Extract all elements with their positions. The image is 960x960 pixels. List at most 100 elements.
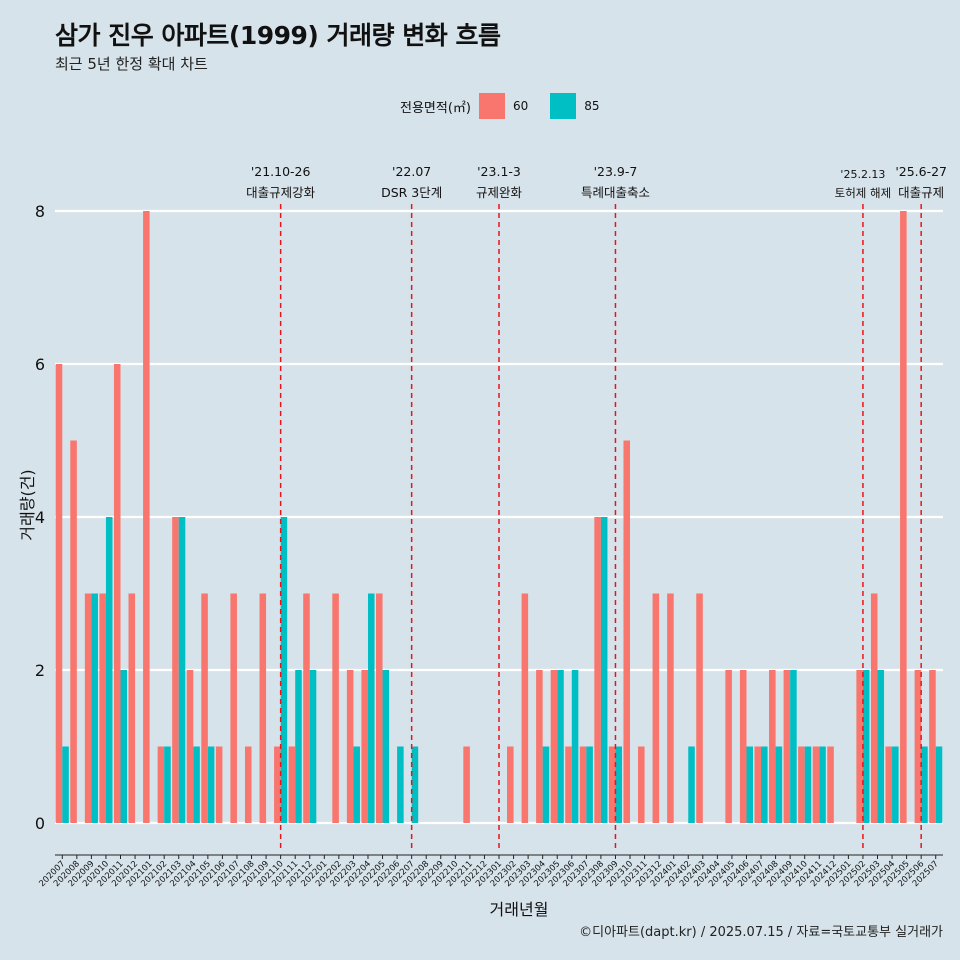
bar-85-202406 (746, 746, 754, 823)
bar-85-202304 (542, 746, 550, 823)
bar-85-202112 (309, 670, 317, 823)
bar-60-202412 (827, 746, 834, 823)
bar-60-202104 (186, 670, 194, 823)
bar-85-202205 (382, 670, 390, 823)
bar-85-202207 (411, 746, 419, 823)
y-tick-label: 0 (35, 814, 45, 833)
annotation-text: DSR 3단계 (381, 185, 442, 200)
bar-85-202103 (178, 517, 186, 823)
y-axis-title: 거래량(건) (18, 469, 37, 540)
bar-85-202105 (207, 746, 215, 823)
bar-60-202411 (812, 746, 820, 823)
bar-60-202504 (885, 746, 893, 823)
annotation-date: '23.9-7 (594, 164, 638, 179)
annotation-date: '25.2.13 (840, 168, 885, 181)
bar-60-202310 (623, 440, 631, 823)
bar-85-202408 (775, 746, 783, 823)
bar-60-202107 (230, 593, 237, 823)
bar-85-202204 (367, 593, 375, 823)
bar-60-202109 (259, 593, 267, 823)
bar-60-202408 (769, 670, 776, 823)
bar-60-202502 (856, 670, 863, 823)
bar-60-202010 (99, 593, 106, 823)
bar-85-202308 (600, 517, 608, 823)
annotation-text: 대출규제 (898, 185, 944, 200)
bar-85-202007 (62, 746, 69, 823)
bar-85-202206 (397, 746, 404, 823)
bar-60-202308 (594, 517, 601, 823)
bar-85-202110 (280, 517, 288, 823)
legend: 전용면적(㎡) 60 85 (400, 93, 606, 119)
bar-60-202112 (303, 593, 310, 823)
bar-60-202304 (536, 670, 543, 823)
bar-60-202405 (725, 670, 732, 823)
bar-85-202009 (91, 593, 98, 823)
bar-60-202309 (608, 746, 616, 823)
bar-60-202410 (798, 746, 805, 823)
bar-85-202305 (557, 670, 564, 823)
annotation-date: '23.1-3 (477, 164, 521, 179)
annotation-date: '25.6-27 (895, 164, 947, 179)
bar-85-202504 (892, 746, 899, 823)
x-axis-title: 거래년월 (490, 900, 549, 919)
bar-85-202306 (571, 670, 579, 823)
bar-60-202403 (696, 593, 703, 823)
bar-85-202010 (105, 517, 113, 823)
annotation-date: '22.07 (392, 164, 431, 179)
chart-title: 삼가 진우 아파트(1999) 거래량 변화 흐름 (55, 21, 501, 50)
bar-60-202101 (143, 211, 150, 823)
y-tick-label: 6 (35, 355, 45, 374)
legend-label-60: 60 (512, 99, 529, 113)
bar-85-202402 (688, 746, 695, 823)
bar-60-202009 (84, 593, 92, 823)
y-tick-label: 2 (35, 661, 45, 680)
bar-60-202506 (914, 670, 922, 823)
bar-85-202407 (761, 746, 768, 823)
legend-title: 전용면적(㎡) (400, 100, 471, 116)
bar-60-202406 (739, 670, 747, 823)
bar-60-202305 (550, 670, 558, 823)
bar-60-202307 (579, 746, 587, 823)
legend-key-60 (478, 93, 505, 119)
bar-60-202503 (870, 593, 878, 823)
bar-85-202507 (935, 746, 943, 823)
bar-85-202011 (120, 670, 128, 823)
chart-subtitle: 최근 5년 한정 확대 차트 (55, 55, 208, 73)
bar-60-202111 (288, 746, 296, 823)
bar-85-202410 (804, 746, 812, 823)
annotation-text: 특례대출축소 (581, 185, 650, 200)
bar-60-202203 (346, 670, 354, 823)
bar-85-202307 (586, 746, 593, 823)
bar-60-202106 (215, 746, 223, 823)
legend-label-85: 85 (584, 99, 600, 113)
legend-key-85 (550, 93, 577, 119)
bar-60-202012 (128, 593, 136, 823)
bar-60-202409 (783, 670, 791, 823)
bar-60-202312 (652, 593, 660, 823)
y-tick-label: 4 (35, 508, 45, 527)
bar-60-202407 (754, 746, 762, 823)
bar-85-202502 (862, 670, 870, 823)
bar-85-202102 (164, 746, 171, 823)
bar-60-202102 (157, 746, 165, 823)
bar-85-202506 (921, 746, 928, 823)
bar-85-202104 (193, 746, 200, 823)
bar-60-202401 (667, 593, 674, 823)
bar-85-202503 (877, 670, 885, 823)
bar-60-202202 (332, 593, 339, 823)
bar-85-202111 (295, 670, 302, 823)
annotation-date: '21.10-26 (251, 164, 311, 179)
bar-60-202108 (244, 746, 252, 823)
bar-60-202205 (375, 593, 383, 823)
bar-85-202409 (790, 670, 797, 823)
bar-85-202411 (819, 746, 826, 823)
bar-60-202303 (521, 593, 529, 823)
bar-60-202507 (929, 670, 936, 823)
bar-60-202011 (113, 364, 121, 823)
bar-60-202302 (507, 746, 514, 823)
bar-85-202309 (615, 746, 623, 823)
bar-60-202105 (201, 593, 208, 823)
annotation-text: 토허제 해제 (835, 186, 892, 200)
bar-60-202211 (463, 746, 470, 823)
bar-60-202008 (70, 440, 77, 823)
